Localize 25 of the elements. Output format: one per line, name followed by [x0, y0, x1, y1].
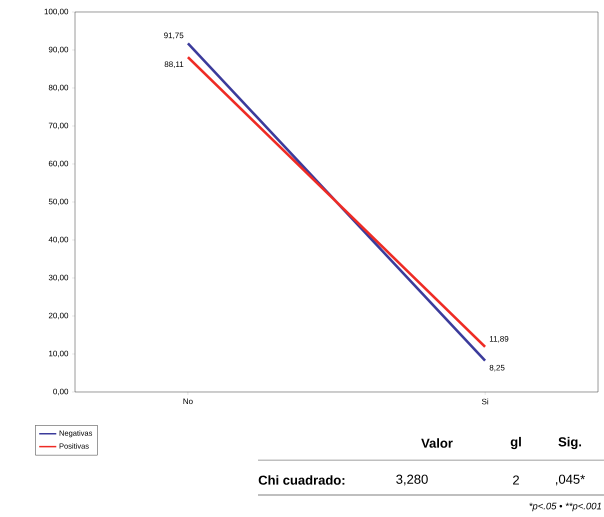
y-tick-label: 100,00 — [44, 8, 68, 16]
y-tick-label: 30,00 — [48, 274, 68, 282]
text: Sig. — [558, 436, 582, 450]
data-label: 88,11 — [164, 61, 184, 68]
data-label: 11,89 — [490, 336, 508, 343]
y-tick-label: 90,00 — [48, 46, 68, 54]
y-tick-label: 40,00 — [48, 236, 68, 244]
data-label: 8,25 — [490, 364, 505, 372]
text: *p<.05 • **p<.001 — [529, 502, 601, 512]
y-tick-label: 80,00 — [48, 84, 68, 92]
text: Chi cuadrado: — [258, 475, 344, 485]
text: ,045* — [556, 474, 585, 486]
x-tick-label: Si — [482, 398, 488, 404]
y-tick-label: 50,00 — [48, 198, 68, 206]
y-tick-label: 0,00 — [53, 388, 68, 396]
text: 3,280 — [396, 474, 428, 486]
y-tick-label: 20,00 — [48, 312, 68, 320]
text: gl — [510, 436, 521, 450]
x-tick-label: No — [183, 398, 193, 404]
data-label: 91,75 — [164, 32, 184, 40]
y-tick-label: 70,00 — [48, 122, 68, 130]
text: 2 — [513, 475, 519, 485]
y-tick-label: 10,00 — [49, 350, 68, 358]
y-tick-label: 60,00 — [48, 160, 68, 168]
text: Valor — [421, 438, 453, 448]
